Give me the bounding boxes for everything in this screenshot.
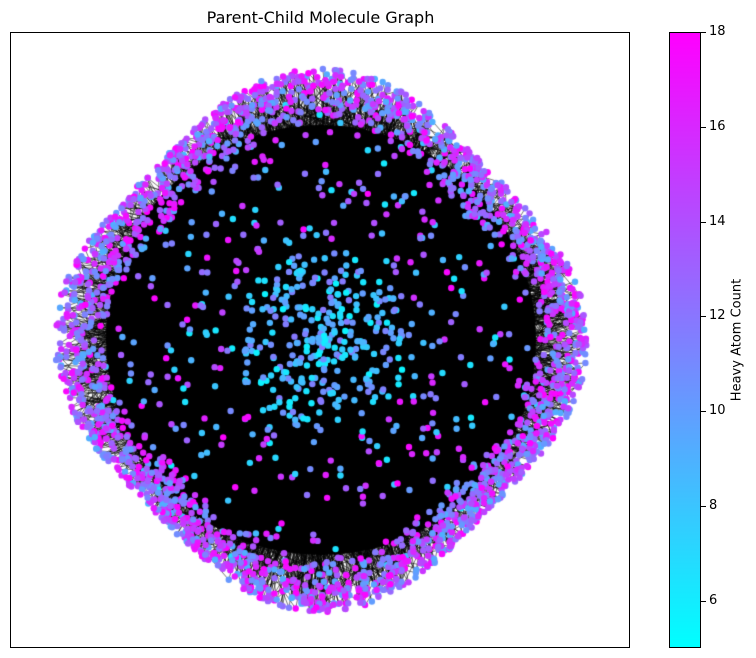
graph-plot-area [10,32,630,648]
colorbar-label: Heavy Atom Count [729,278,745,402]
colorbar-tick [701,411,706,412]
colorbar-tick [701,222,706,223]
network-graph-canvas [11,33,629,647]
colorbar [669,32,701,648]
colorbar-tick-label: 14 [709,214,726,229]
colorbar-tick-label: 6 [709,593,718,608]
colorbar-tick-label: 8 [709,498,718,513]
colorbar-tick-label: 16 [709,119,726,134]
colorbar-tick [701,316,706,317]
colorbar-tick [701,127,706,128]
colorbar-tick-label: 18 [709,24,726,39]
colorbar-tick-label: 12 [709,308,726,323]
colorbar-tick [701,601,706,602]
plot-title: Parent-Child Molecule Graph [206,8,435,27]
colorbar-tick [701,32,706,33]
colorbar-tick-label: 10 [709,403,726,418]
colorbar-tick [701,506,706,507]
